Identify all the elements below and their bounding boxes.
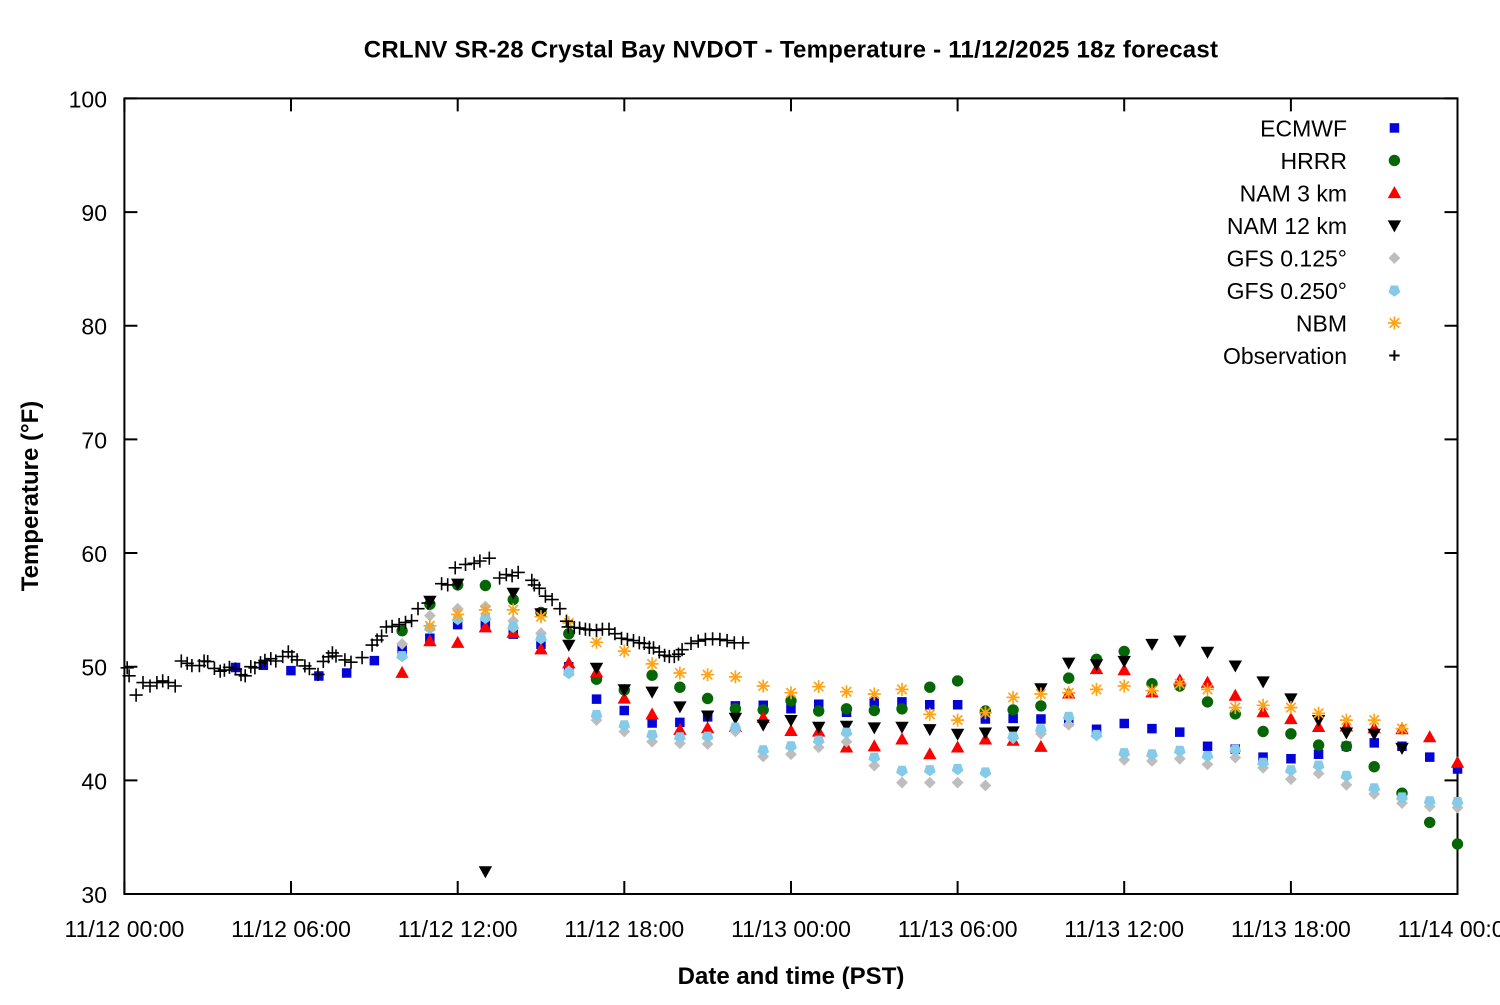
svg-text:ECMWF: ECMWF	[1260, 115, 1347, 141]
svg-text:100: 100	[69, 86, 107, 112]
svg-text:HRRR: HRRR	[1281, 148, 1347, 174]
svg-text:50: 50	[81, 655, 107, 681]
svg-text:80: 80	[81, 314, 107, 340]
svg-text:11/13 18:00: 11/13 18:00	[1231, 916, 1351, 942]
svg-text:11/13 06:00: 11/13 06:00	[898, 916, 1018, 942]
svg-text:GFS 0.250°: GFS 0.250°	[1227, 278, 1347, 304]
svg-text:Temperature (°F): Temperature (°F)	[17, 401, 44, 592]
svg-text:CRLNV SR-28 Crystal Bay NVDOT: CRLNV SR-28 Crystal Bay NVDOT - Temperat…	[364, 37, 1218, 64]
svg-text:11/12 12:00: 11/12 12:00	[398, 916, 518, 942]
svg-text:Observation: Observation	[1223, 343, 1347, 369]
svg-text:NBM: NBM	[1296, 310, 1347, 336]
svg-text:90: 90	[81, 200, 107, 226]
svg-text:11/13 12:00: 11/13 12:00	[1064, 916, 1184, 942]
svg-text:40: 40	[81, 768, 107, 794]
svg-text:11/14 00:00: 11/14 00:00	[1398, 916, 1500, 942]
svg-text:11/12 18:00: 11/12 18:00	[564, 916, 684, 942]
svg-text:NAM 3 km: NAM 3 km	[1240, 180, 1347, 206]
svg-text:30: 30	[81, 882, 107, 908]
svg-text:NAM 12 km: NAM 12 km	[1227, 213, 1347, 239]
svg-text:70: 70	[81, 427, 107, 453]
svg-text:11/13 00:00: 11/13 00:00	[731, 916, 851, 942]
svg-text:11/12 00:00: 11/12 00:00	[65, 916, 185, 942]
svg-text:Date and time (PST): Date and time (PST)	[678, 963, 905, 990]
svg-text:11/12 06:00: 11/12 06:00	[231, 916, 351, 942]
svg-text:GFS 0.125°: GFS 0.125°	[1227, 245, 1347, 271]
svg-text:60: 60	[81, 541, 107, 567]
